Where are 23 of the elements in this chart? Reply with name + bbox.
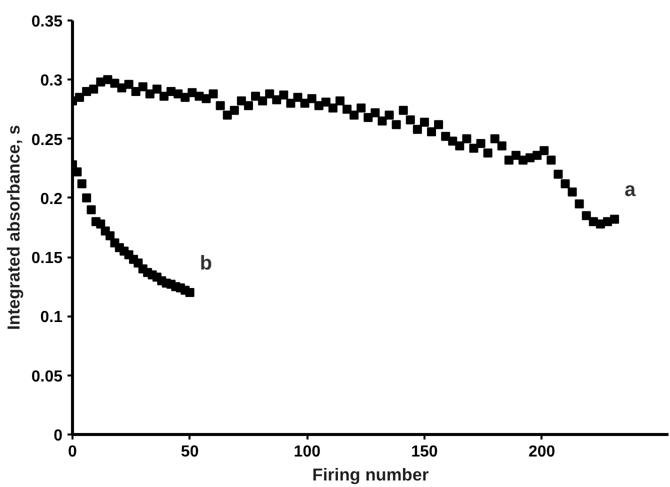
y-tick-label: 0.3 [40,72,63,90]
y-tick-label: 0 [54,428,63,444]
y-tick-label: 0.25 [31,132,63,149]
y-axis-title: Integrated absorbance, s [3,124,24,330]
x-tick-label: 150 [411,444,438,460]
y-tick-label: 0.15 [31,250,63,268]
y-tick-label: 0.05 [31,368,63,386]
x-axis-title: Firing number [312,464,429,484]
y-tick-label: 0.2 [40,190,63,208]
point [82,193,92,202]
series-label: a [624,179,637,202]
x-tick-label: 100 [294,444,321,460]
series-label: b [200,252,212,275]
x-tick-label: 0 [68,444,78,460]
point [96,219,106,228]
point [86,205,96,214]
y-tick-label: 0.1 [40,309,63,326]
x-tick-label: 50 [180,444,199,460]
point [185,288,194,298]
x-tick-label: 200 [528,444,556,460]
point [77,179,86,188]
y-tick-label: 0.35 [31,14,63,30]
point [106,231,115,240]
